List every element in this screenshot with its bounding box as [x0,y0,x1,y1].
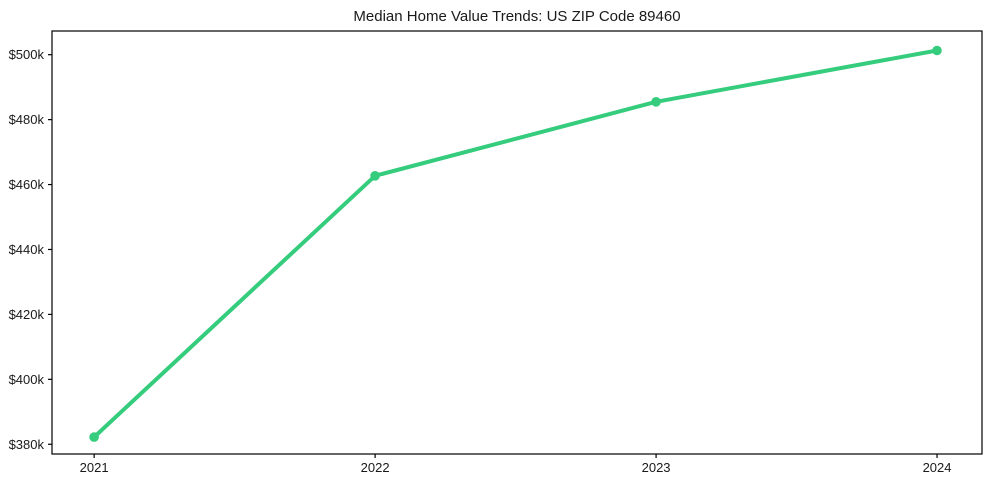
y-tick-label: $420k [9,307,45,322]
data-point-marker [651,97,661,107]
y-tick-label: $460k [9,177,45,192]
x-tick-label: 2022 [361,460,390,475]
x-tick-label: 2024 [923,460,952,475]
chart-title: Median Home Value Trends: US ZIP Code 89… [353,8,681,25]
data-point-marker [370,171,380,181]
y-tick-label: $400k [9,372,45,387]
y-tick-label: $380k [9,437,45,452]
x-tick-label: 2023 [642,460,671,475]
data-line [92,48,939,440]
data-point-marker [89,432,99,442]
y-tick-label: $500k [9,47,45,62]
y-tick-label: $480k [9,112,45,127]
x-tick-label: 2021 [80,460,109,475]
y-tick-label: $440k [9,242,45,257]
plot-area-border [51,30,983,455]
data-point-marker [932,45,942,56]
